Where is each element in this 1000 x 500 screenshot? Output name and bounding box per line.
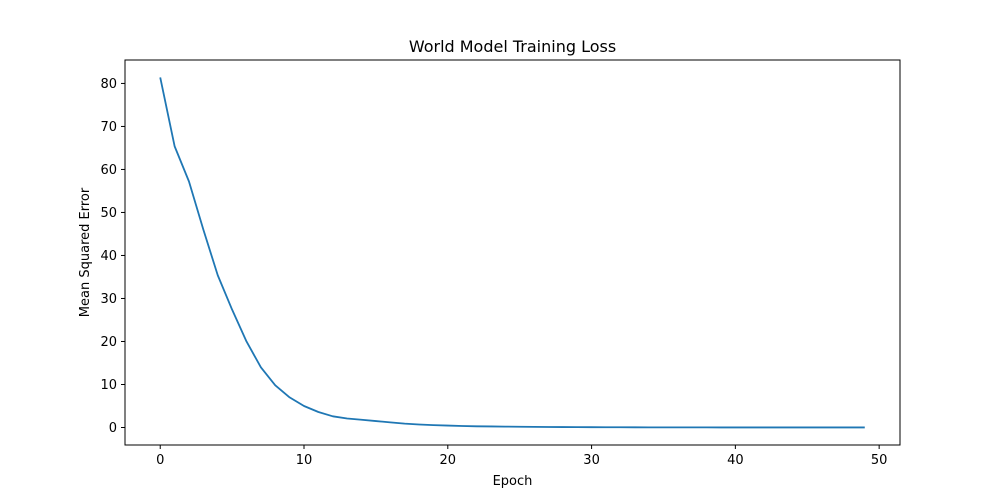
y-tick-label: 70	[100, 120, 117, 135]
plot-frame	[124, 59, 901, 446]
y-tick-label: 60	[100, 163, 117, 178]
y-tick-label: 30	[100, 292, 117, 307]
y-tick-label: 10	[100, 378, 117, 393]
y-tick-label: 80	[100, 77, 117, 92]
y-axis-title: Mean Squared Error	[78, 187, 93, 317]
y-tick-label: 0	[109, 421, 117, 436]
y-tick-label: 50	[100, 206, 117, 221]
chart-title: World Model Training Loss	[409, 37, 616, 56]
x-tick-label: 50	[871, 453, 888, 468]
y-tick-label: 20	[100, 335, 117, 350]
x-tick-label: 30	[583, 453, 600, 468]
x-tick-label: 20	[440, 453, 457, 468]
loss-series-line	[159, 77, 865, 429]
x-axis-title: Epoch	[493, 474, 533, 489]
plot-area	[159, 77, 865, 429]
x-axis: 0 10 20 30 40 50	[156, 445, 887, 468]
y-axis: 0 10 20 30 40 50 60 70 80	[100, 77, 125, 436]
x-tick-label: 10	[296, 453, 313, 468]
y-tick-label: 40	[100, 249, 117, 264]
x-tick-label: 40	[727, 453, 744, 468]
x-tick-label: 0	[156, 453, 164, 468]
